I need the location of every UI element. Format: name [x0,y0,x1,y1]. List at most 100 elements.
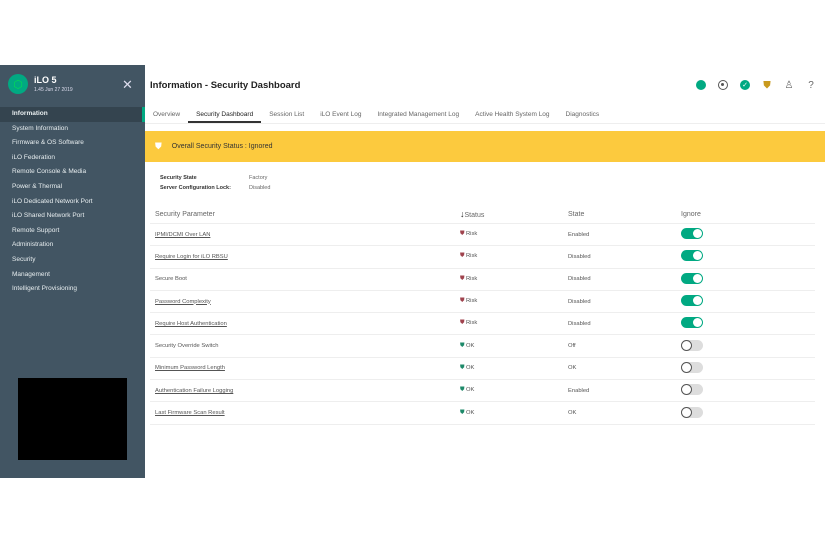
tab-diagnostics[interactable]: Diagnostics [565,111,600,118]
tab-session-list[interactable]: Session List [269,111,305,118]
status-shield-icon: ⛊ [460,231,465,238]
parameter-name[interactable]: Password Complexity [155,298,211,305]
server-config-lock-label: Server Configuration Lock: [160,185,231,191]
page-title: Information - Security Dashboard [150,80,301,91]
sidebar-item-management[interactable]: Management [12,270,50,278]
user-icon[interactable]: ♙ [784,79,794,91]
status-text: Risk [465,320,478,327]
col-ignore[interactable]: Ignore [681,210,701,218]
sidebar-nav: Information System Information Firmware & … [0,107,145,297]
ignore-toggle[interactable] [681,339,703,351]
parameter-name: Secure Boot [155,276,187,283]
status-shield-icon: ⛊ [460,298,465,305]
status-text: Risk [465,253,478,260]
tab-overview[interactable]: Overview [153,111,181,118]
col-status-label: Status [464,212,485,219]
sidebar-item-ilo-dedicated-network-port[interactable]: iLO Dedicated Network Port [12,197,93,205]
ignore-toggle[interactable] [681,406,703,418]
sidebar-item-firmware-os-software[interactable]: Firmware & OS Software [12,139,84,147]
state-value: Disabled [568,320,591,327]
status-shield-icon: ⛊ [460,320,465,327]
health-status-icon[interactable] [695,79,707,91]
main-content: Information - Security Dashboard ✓ ⛊ ♙ ?… [145,65,825,478]
status-shield-icon: ⛊ [460,364,465,371]
tab-ilo-event-log[interactable]: iLO Event Log [320,111,362,118]
table-row: Secure Boot ⛊ Risk Disabled [150,269,815,291]
banner-text: Overall Security Status : Ignored [171,143,273,150]
table-row: Require Login for iLO RBSU ⛊ Risk Disabl… [150,246,815,269]
sidebar-item-power-thermal[interactable]: Power & Thermal [12,182,63,190]
status-shield-icon: ⛊ [460,409,465,416]
parameter-name[interactable]: Authentication Failure Logging [155,387,234,394]
status-text: OK [465,409,475,416]
sidebar-item-ilo-shared-network-port[interactable]: iLO Shared Network Port [12,212,85,220]
app-version: 1.45 Jun 27 2019 [34,87,73,93]
close-icon[interactable]: ✕ [122,77,133,92]
ignore-toggle[interactable] [681,317,703,329]
parameter-name[interactable]: IPMI/DCMI Over LAN [155,231,211,238]
sidebar: ⬡ iLO 5 1.45 Jun 27 2019 ✕ Information Sy… [0,65,145,478]
server-config-lock: Server Configuration Lock: Disabled [160,185,270,191]
parameter-name[interactable]: Last Firmware Scan Result [155,410,225,417]
shield-icon: ⛊ [155,141,162,151]
status-text: OK [465,364,475,371]
header-icons: ✓ ⛊ ♙ ? [695,79,817,91]
state-value: Off [568,343,576,350]
sidebar-item-remote-console-media[interactable]: Remote Console & Media [12,168,87,176]
sidebar-item-information[interactable]: Information [0,107,145,122]
app-title: iLO 5 [34,75,57,85]
uid-indicator-icon[interactable] [717,79,729,91]
tab-integrated-management-log[interactable]: Integrated Management Log [377,111,460,118]
status-shield-icon: ⛊ [460,342,465,349]
tab-bar: Overview Security Dashboard Session List iL… [145,107,825,124]
sidebar-item-ilo-federation[interactable]: iLO Federation [12,153,55,161]
ignore-toggle[interactable] [681,295,703,307]
security-state: Security State Factory [160,175,267,181]
sidebar-item-intelligent-provisioning[interactable]: Intelligent Provisioning [12,285,78,293]
status-text: OK [465,342,475,349]
col-state[interactable]: State [568,210,585,218]
security-state-value: Factory [249,175,268,181]
state-value: Enabled [568,231,590,238]
security-shield-icon[interactable]: ⛊ [763,79,771,91]
sort-arrow-icon: ↓ [460,209,465,219]
status-shield-icon: ⛊ [460,253,465,260]
sidebar-item-security[interactable]: Security [12,255,36,263]
ignore-toggle[interactable] [681,384,703,396]
sidebar-item-system-information[interactable]: System Information [12,124,68,132]
tab-security-dashboard[interactable]: Security Dashboard [188,107,262,123]
state-value: OK [568,365,577,372]
state-value: Disabled [568,298,591,305]
parameter-name[interactable]: Require Host Authentication [155,320,227,327]
security-status-banner: ⛊ Overall Security Status : Ignored [145,131,825,162]
ignore-toggle[interactable] [681,250,703,262]
table-row: Authentication Failure Logging ⛊ OK Enab… [150,380,815,403]
col-status[interactable]: ↓Status [460,209,568,219]
ignore-toggle[interactable] [681,361,703,373]
parameter-name: Security Override Switch [155,343,219,350]
state-value: Enabled [568,387,590,394]
status-text: Risk [465,231,478,238]
check-status-icon[interactable]: ✓ [739,79,751,91]
status-shield-icon: ⛊ [460,387,465,394]
table-row: Password Complexity ⛊ Risk Disabled [150,291,815,314]
parameter-name[interactable]: Minimum Password Length [155,365,225,372]
sidebar-item-administration[interactable]: Administration [12,241,54,249]
table-row: Last Firmware Scan Result ⛊ OK OK [150,402,815,425]
table-row: IPMI/DCMI Over LAN ⛊ Risk Enabled [150,224,815,247]
table-row: Require Host Authentication ⛊ Risk Disab… [150,313,815,336]
ilo-logo-icon: ⬡ [8,74,28,94]
remote-console-thumbnail[interactable] [18,378,127,460]
ignore-toggle[interactable] [681,228,703,240]
col-security-parameter[interactable]: Security Parameter [155,210,215,218]
state-value: Disabled [568,276,591,283]
table-header: Security Parameter ↓Status State Ignore [150,205,815,224]
status-text: Risk [465,275,478,282]
ignore-toggle[interactable] [681,272,703,284]
state-value: Disabled [568,253,591,260]
sidebar-item-remote-support[interactable]: Remote Support [12,226,60,234]
table-row: Security Override Switch ⛊ OK Off [150,335,815,358]
help-icon[interactable]: ? [808,79,814,91]
parameter-name[interactable]: Require Login for iLO RBSU [155,253,228,260]
tab-active-health-system-log[interactable]: Active Health System Log [475,111,550,118]
